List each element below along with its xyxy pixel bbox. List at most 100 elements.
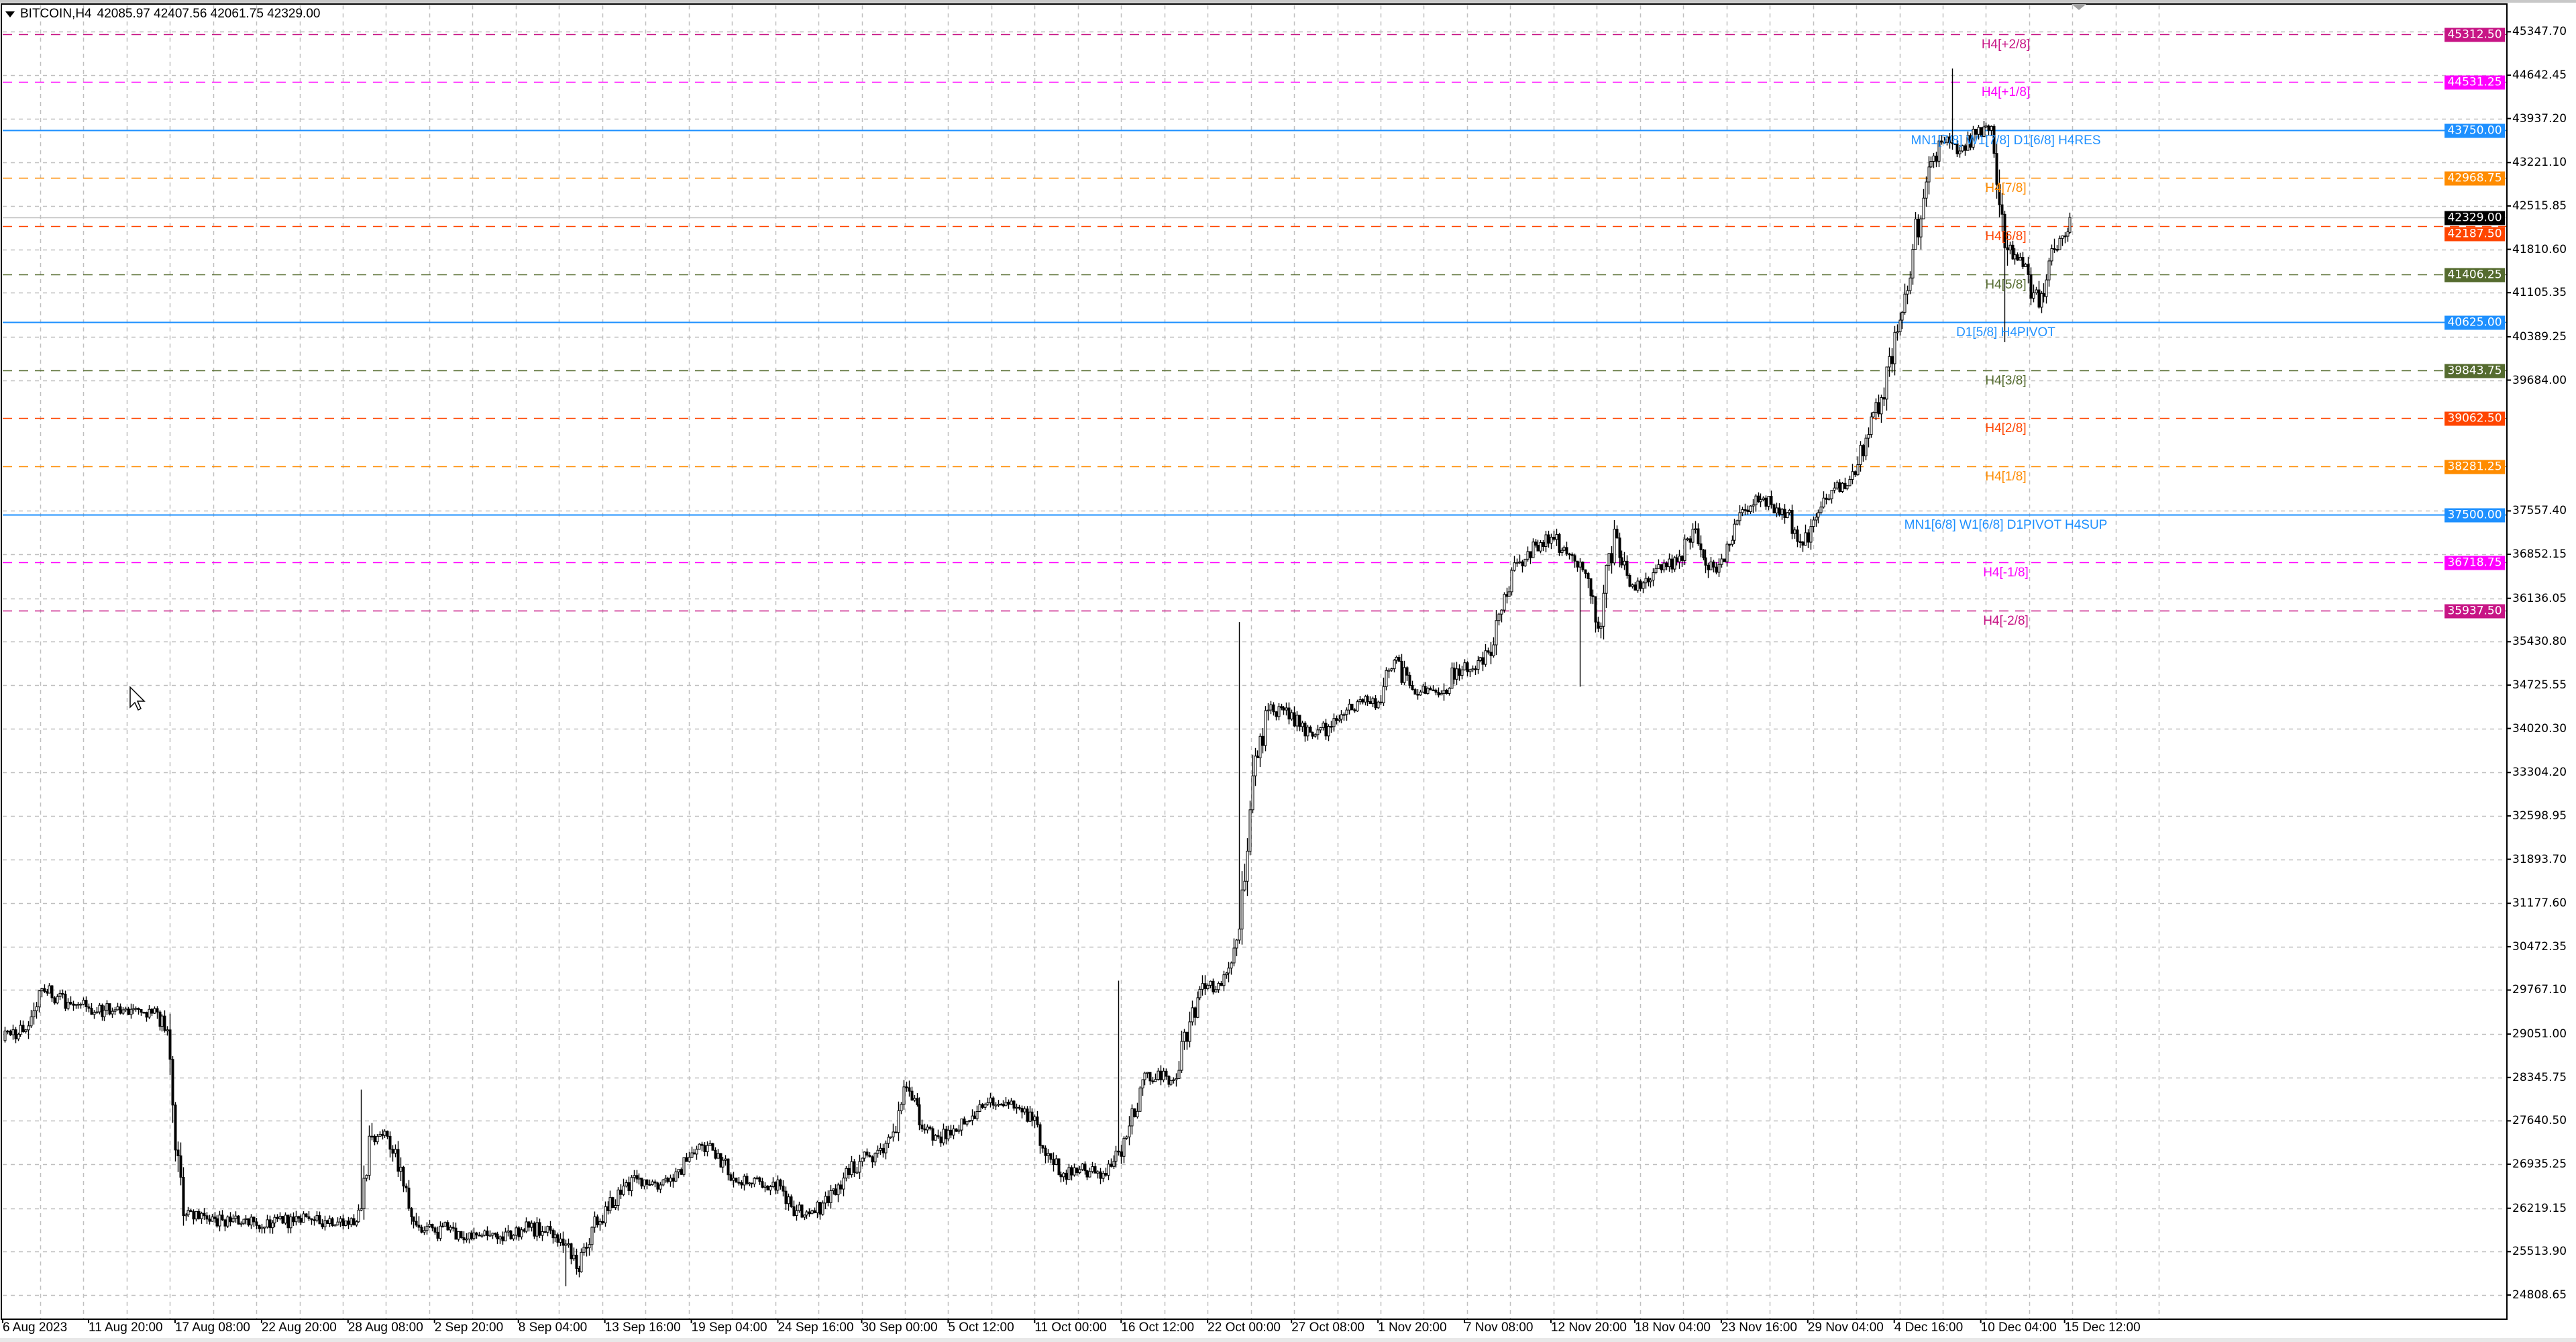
candle	[782, 1180, 785, 1197]
price-chart[interactable]	[0, 3, 2576, 1342]
candle	[614, 1199, 617, 1210]
candle	[1783, 504, 1786, 524]
candle	[276, 1214, 279, 1222]
candle	[527, 1221, 531, 1232]
chart-shift-triangle-icon[interactable]	[2072, 4, 2086, 10]
candle	[1445, 688, 1448, 695]
candle	[1136, 1102, 1139, 1119]
time-tick-label: 12 Nov 20:00	[1550, 1321, 1627, 1335]
candle	[1922, 189, 1925, 219]
candle	[1322, 721, 1325, 731]
candle	[1749, 505, 1752, 515]
candle	[355, 1220, 358, 1227]
candle	[1151, 1076, 1155, 1084]
candle	[1379, 694, 1383, 706]
candle	[203, 1208, 206, 1221]
candle	[795, 1204, 798, 1221]
candle	[1172, 1077, 1175, 1084]
candle	[61, 989, 64, 998]
price-tick-label: 31177.60	[2512, 896, 2567, 911]
candle	[1898, 312, 1902, 336]
candle	[1841, 482, 1844, 493]
candle	[1562, 545, 1566, 552]
candle	[82, 997, 85, 1006]
candle	[1188, 1011, 1191, 1047]
triangle-down-icon[interactable]	[5, 11, 15, 17]
candle	[1203, 975, 1207, 995]
candle	[1107, 1160, 1110, 1180]
candle	[360, 1089, 363, 1212]
candle	[1974, 128, 1978, 142]
candle	[2055, 245, 2059, 252]
candle	[1309, 725, 1312, 733]
candle	[692, 1148, 696, 1155]
time-tick-label: 7 Nov 08:00	[1464, 1321, 1534, 1335]
symbol-timeframe: BITCOIN,H4	[20, 7, 92, 21]
time-tick-label: 11 Oct 00:00	[1034, 1321, 1107, 1335]
candle	[1877, 395, 1880, 417]
candle	[1801, 541, 1805, 552]
candle	[651, 1179, 654, 1186]
candle	[470, 1230, 473, 1241]
candle	[2045, 274, 2048, 304]
candle	[121, 1007, 125, 1015]
candle	[1935, 152, 1938, 168]
candle	[1298, 715, 1301, 731]
candle	[1613, 520, 1616, 566]
level-text: H4[-1/8]	[1983, 565, 2029, 580]
candle	[580, 1248, 583, 1273]
candle	[1547, 530, 1550, 548]
candle	[407, 1180, 411, 1211]
time-tick-label: 19 Sep 04:00	[691, 1321, 767, 1335]
candle	[339, 1216, 342, 1227]
candle	[942, 1123, 945, 1146]
candle	[960, 1119, 963, 1136]
time-tick-label: 13 Sep 16:00	[604, 1321, 681, 1335]
candle	[727, 1158, 730, 1181]
candle	[1550, 533, 1553, 550]
price-tick-label: 33304.20	[2512, 766, 2567, 780]
candle	[1754, 494, 1758, 512]
candle	[894, 1125, 898, 1133]
candle	[1909, 271, 1912, 295]
candle	[1767, 496, 1770, 511]
time-tick-label: 29 Nov 04:00	[1807, 1321, 1884, 1335]
candle	[260, 1223, 264, 1234]
candle	[541, 1225, 544, 1241]
candle	[1515, 558, 1519, 567]
candle	[1882, 387, 1886, 407]
candle	[1091, 1162, 1094, 1174]
candle	[1175, 1073, 1178, 1087]
candle	[1293, 706, 1296, 728]
candle	[1888, 347, 1891, 377]
candle	[1033, 1114, 1036, 1129]
candle	[1552, 530, 1556, 541]
candle	[1560, 548, 1564, 556]
candle	[1770, 491, 1773, 509]
candle	[439, 1221, 442, 1241]
time-tick-label: 28 Aug 08:00	[347, 1321, 423, 1335]
candle	[677, 1169, 680, 1179]
candle	[168, 1013, 172, 1076]
candle	[436, 1226, 439, 1241]
candle	[43, 984, 46, 994]
candle	[1434, 688, 1438, 696]
candle	[955, 1128, 958, 1132]
candle	[926, 1124, 929, 1134]
candle	[813, 1207, 816, 1214]
candle	[1075, 1168, 1079, 1176]
candle	[517, 1226, 521, 1241]
candle	[1235, 939, 1238, 957]
candle	[2037, 280, 2041, 309]
candle	[506, 1225, 510, 1237]
candle	[1254, 747, 1257, 786]
candle	[1914, 211, 1917, 250]
candle	[850, 1155, 853, 1178]
candle	[446, 1220, 449, 1231]
candle	[2008, 242, 2012, 255]
candle	[1715, 562, 1718, 574]
candle	[116, 1002, 119, 1011]
candle	[1007, 1099, 1010, 1109]
candle	[1642, 580, 1645, 594]
candle	[1002, 1100, 1005, 1108]
